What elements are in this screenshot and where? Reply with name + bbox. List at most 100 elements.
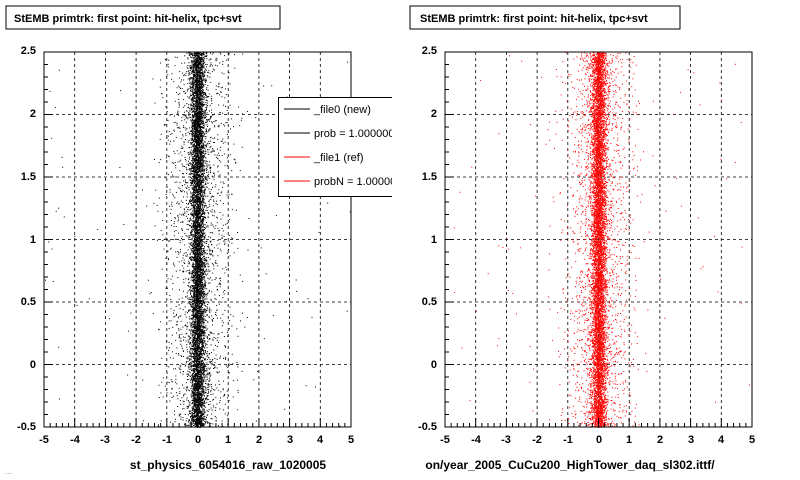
data-point: [202, 158, 204, 160]
data-point: [202, 392, 204, 394]
data-point: [189, 289, 190, 291]
data-point: [193, 269, 195, 271]
data-point: [197, 75, 199, 77]
data-point: [220, 53, 222, 55]
data-point: [166, 135, 168, 137]
data-point: [196, 158, 198, 160]
data-point: [202, 144, 204, 146]
data-point: [197, 405, 199, 407]
data-point: [199, 58, 200, 60]
data-point: [199, 364, 201, 366]
data-point: [201, 80, 203, 82]
data-point: [197, 367, 198, 368]
data-point: [221, 140, 223, 142]
data-point: [200, 81, 202, 83]
data-point: [177, 215, 179, 217]
data-point: [168, 131, 170, 133]
data-point: [173, 309, 175, 311]
data-point: [196, 93, 198, 95]
data-point: [200, 347, 202, 349]
data-point: [195, 241, 197, 243]
data-point: [196, 174, 198, 176]
data-point: [188, 379, 190, 381]
data-point: [168, 259, 170, 261]
data-point: [201, 380, 203, 382]
data-point: [180, 206, 182, 208]
data-point: [185, 311, 187, 313]
data-point: [208, 308, 210, 310]
data-point: [191, 107, 193, 109]
data-point: [213, 364, 215, 366]
data-point: [197, 240, 199, 242]
data-point: [209, 143, 211, 144]
data-point: [201, 224, 203, 226]
data-point: [196, 54, 198, 56]
data-point: [179, 71, 181, 73]
data-point: [189, 81, 191, 83]
data-point: [187, 160, 189, 162]
data-point: [54, 107, 56, 109]
data-point: [207, 76, 209, 78]
data-point: [209, 250, 211, 252]
data-point: [190, 103, 192, 105]
data-point: [190, 54, 192, 55]
data-point: [192, 259, 194, 261]
data-point: [193, 281, 195, 283]
data-point: [198, 115, 200, 117]
data-point: [219, 229, 220, 231]
data-point: [179, 213, 181, 215]
data-point: [199, 305, 201, 307]
data-point: [192, 196, 194, 198]
data-point: [197, 56, 198, 58]
data-point: [179, 269, 181, 271]
data-point: [194, 382, 196, 384]
data-point: [203, 375, 204, 377]
data-point: [211, 388, 213, 390]
data-point: [190, 183, 192, 185]
data-point: [203, 296, 205, 298]
data-point: [210, 58, 212, 60]
data-point: [205, 79, 207, 81]
data-point: [199, 367, 201, 369]
data-point: [189, 376, 191, 377]
data-point: [195, 211, 197, 213]
data-point: [201, 201, 203, 203]
data-point: [198, 366, 200, 368]
data-point: [173, 231, 175, 233]
data-point: [195, 57, 197, 59]
data-point: [196, 171, 198, 173]
data-point: [203, 265, 205, 267]
data-point: [202, 166, 204, 168]
data-point: [202, 291, 204, 293]
data-point: [203, 161, 204, 163]
data-point: [346, 310, 348, 312]
data-point: [194, 301, 196, 303]
data-point: [205, 380, 207, 382]
data-point: [204, 406, 206, 408]
data-point: [202, 71, 204, 73]
data-point: [200, 231, 202, 233]
data-point: [186, 182, 188, 184]
data-point: [222, 230, 224, 232]
data-point: [190, 287, 192, 288]
data-point: [189, 262, 190, 264]
data-point: [170, 308, 172, 310]
data-point: [204, 234, 206, 236]
data-point: [212, 214, 214, 216]
data-point: [182, 270, 184, 272]
data-point: [194, 137, 196, 139]
data-point: [199, 412, 200, 414]
data-point: [200, 336, 202, 338]
data-point: [204, 272, 206, 274]
data-point: [179, 188, 181, 190]
data-point: [194, 65, 196, 67]
data-point: [199, 110, 201, 112]
data-point: [194, 239, 196, 241]
data-point: [193, 403, 195, 405]
data-point: [193, 291, 195, 293]
data-point: [208, 175, 210, 177]
data-point: [205, 136, 207, 138]
data-point: [171, 171, 172, 173]
data-point: [186, 90, 188, 92]
data-point: [201, 229, 203, 231]
